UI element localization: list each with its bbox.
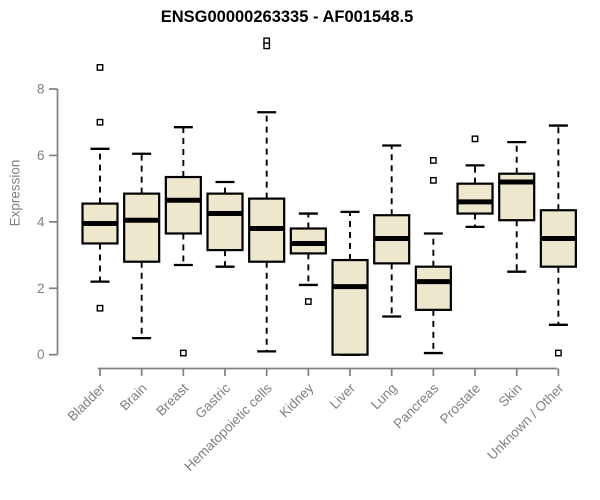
- outlier-point-kidney: [304, 298, 312, 305]
- outlier-point-pancreas: [429, 157, 437, 164]
- box-pancreas: [414, 265, 452, 311]
- x-axis-category-label-kidney: Kidney: [277, 380, 317, 420]
- outlier-point-bladder: [96, 304, 104, 312]
- chart-title: ENSG00000263335 - AF001548.5: [160, 8, 414, 26]
- x-axis-category-label-gastric: Gastric: [192, 380, 233, 421]
- outlier-point-breast: [179, 349, 187, 357]
- box-prostate: [456, 182, 494, 215]
- y-axis-tick-label: 0: [37, 347, 45, 362]
- y-axis-tick-label: 6: [37, 148, 45, 163]
- box-brain: [123, 192, 161, 263]
- x-axis-category-label-liver: Liver: [327, 380, 359, 412]
- y-axis-tick-label: 2: [37, 281, 45, 296]
- x-axis-category-label-lung: Lung: [368, 381, 400, 413]
- x-axis-category-label-skin: Skin: [496, 381, 525, 410]
- x-axis-category-label-pancreas: Pancreas: [391, 380, 442, 431]
- x-axis-category-label-prostate: Prostate: [437, 381, 483, 427]
- outlier-point-pancreas: [429, 176, 437, 184]
- outlier-point-unknown-other: [554, 349, 562, 357]
- y-axis-tick-label: 4: [37, 214, 45, 229]
- x-axis-category-label-breast: Breast: [153, 380, 191, 418]
- x-axis-category-label-bladder: Bladder: [65, 380, 109, 424]
- box-liver: [331, 258, 369, 356]
- box-breast: [164, 175, 202, 235]
- x-axis-category-label-unknown-other: Unknown / Other: [484, 380, 567, 463]
- outlier-point-bladder: [96, 118, 104, 126]
- y-axis-tick-label: 8: [37, 82, 45, 97]
- outlier-point-prostate: [471, 135, 479, 143]
- outlier-point-bladder: [96, 64, 104, 71]
- box-gastric: [206, 192, 244, 252]
- x-axis-category-label-brain: Brain: [117, 381, 150, 414]
- outlier-point-hematopoietic-cells: [263, 42, 271, 50]
